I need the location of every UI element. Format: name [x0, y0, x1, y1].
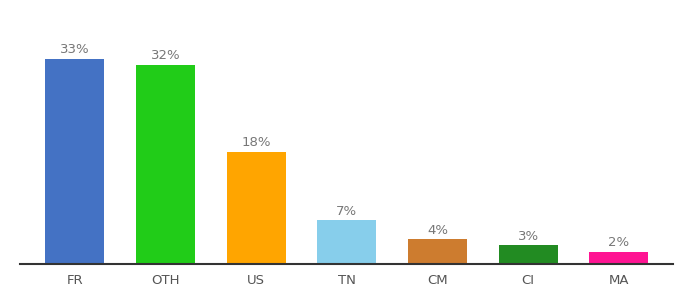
Bar [408, 239, 467, 264]
Bar [498, 245, 558, 264]
Bar [226, 152, 286, 264]
Text: 7%: 7% [336, 205, 358, 218]
Bar [590, 251, 648, 264]
Text: 3%: 3% [517, 230, 539, 243]
Text: 32%: 32% [151, 49, 180, 62]
Text: 18%: 18% [241, 136, 271, 149]
Bar [46, 58, 104, 264]
Bar [136, 65, 195, 264]
Text: 4%: 4% [427, 224, 448, 237]
Text: 2%: 2% [608, 236, 630, 249]
Text: 33%: 33% [60, 43, 90, 56]
Bar [318, 220, 376, 264]
